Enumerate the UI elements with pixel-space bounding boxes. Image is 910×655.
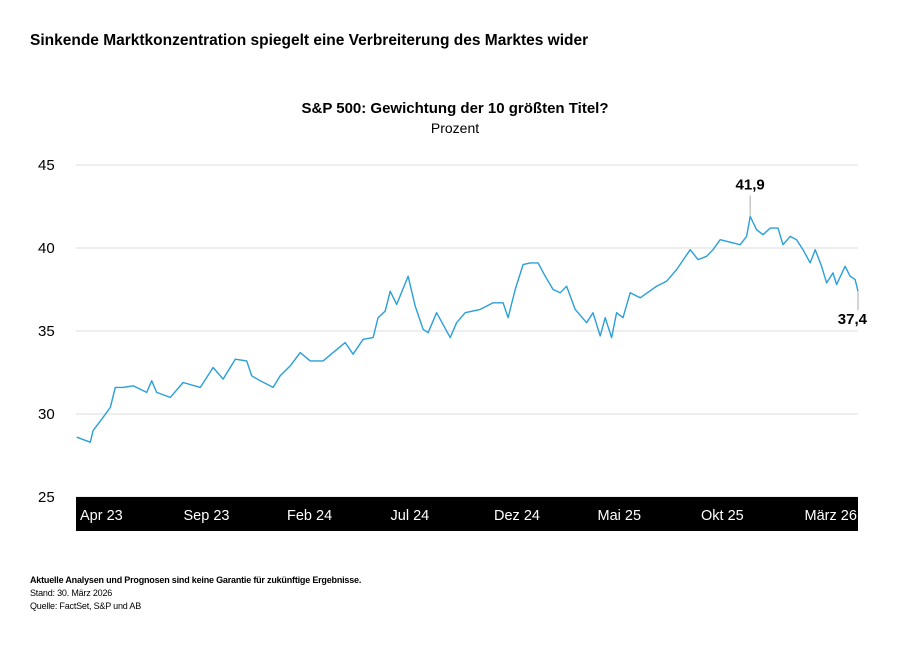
x-tick-label: März 26 bbox=[805, 508, 857, 524]
y-tick-label: 40 bbox=[38, 240, 55, 257]
chart-subtitle: Prozent bbox=[431, 120, 479, 136]
y-tick-label: 25 bbox=[38, 489, 55, 506]
y-tick-label: 45 bbox=[38, 157, 55, 174]
x-axis-band bbox=[76, 497, 858, 531]
x-tick-label: Sep 23 bbox=[184, 508, 230, 524]
series-line bbox=[76, 215, 859, 443]
y-tick-label: 30 bbox=[38, 406, 55, 423]
x-tick-label: Mai 25 bbox=[598, 508, 642, 524]
chart-title: S&P 500: Gewichtung der 10 größten Titel… bbox=[301, 100, 608, 117]
x-tick-label: Feb 24 bbox=[287, 508, 332, 524]
source: Quelle: FactSet, S&P und AB bbox=[30, 601, 142, 611]
x-tick-label: Okt 25 bbox=[701, 508, 744, 524]
annotation-label: 37,4 bbox=[838, 311, 868, 328]
x-tick-label: Jul 24 bbox=[391, 508, 430, 524]
footer: Aktuelle Analysen und Prognosen sind kei… bbox=[30, 574, 361, 613]
headline: Sinkende Marktkonzentration spiegelt ein… bbox=[30, 32, 589, 49]
as-of-date: Stand: 30. März 2026 bbox=[30, 588, 113, 598]
y-tick-label: 35 bbox=[38, 323, 55, 340]
x-tick-label: Dez 24 bbox=[494, 508, 540, 524]
x-tick-label: Apr 23 bbox=[80, 508, 123, 524]
disclaimer: Aktuelle Analysen und Prognosen sind kei… bbox=[30, 575, 362, 585]
annotation-label: 41,9 bbox=[736, 176, 765, 193]
